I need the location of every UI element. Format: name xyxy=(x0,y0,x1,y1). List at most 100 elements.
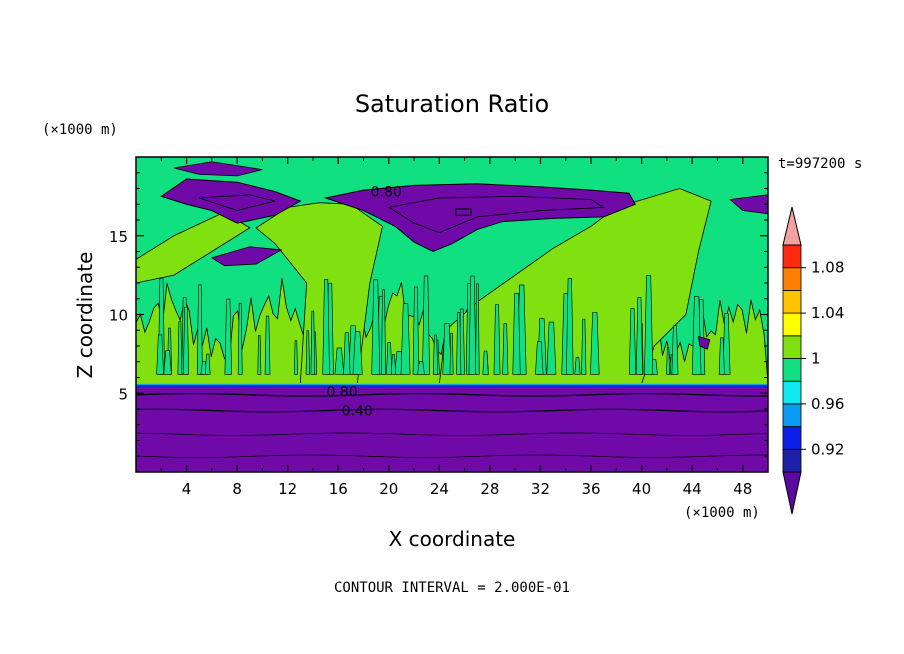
plume-filament xyxy=(574,356,581,375)
plume-filament xyxy=(343,332,351,375)
contour-line xyxy=(387,195,605,234)
plume-filament xyxy=(381,289,386,375)
x-tick-label: 12 xyxy=(278,480,297,498)
x-tick-label: 4 xyxy=(182,480,192,498)
plume-filament xyxy=(422,275,430,375)
field-low-subsat xyxy=(136,386,768,472)
contour-label: 0.80 xyxy=(371,185,402,201)
plume-filament xyxy=(293,340,298,375)
contour-label: 0.40 xyxy=(342,404,373,420)
plume-filament xyxy=(482,350,489,375)
y-tick-label: 15 xyxy=(109,228,128,246)
colorbar-segment xyxy=(782,312,802,337)
plume-filament xyxy=(390,353,396,375)
plume-filament xyxy=(691,296,702,375)
plume-filament xyxy=(163,350,172,375)
x-tick-label: 20 xyxy=(379,480,398,498)
plume-filament xyxy=(177,321,183,375)
plume-filament xyxy=(442,322,452,375)
plume-filament xyxy=(237,302,243,375)
colorbar-label: 1.04 xyxy=(811,304,844,322)
colorbar-segment xyxy=(782,267,802,291)
colorbar-label: 0.92 xyxy=(811,440,844,458)
x-tick-label: 44 xyxy=(683,480,702,498)
plume-filament xyxy=(400,303,411,375)
plume-filament xyxy=(512,293,521,375)
plume-filament xyxy=(305,330,310,375)
colorbar-segment xyxy=(782,335,802,359)
contour-line xyxy=(455,208,472,216)
plume-filament xyxy=(628,308,637,375)
y-tick-label: 5 xyxy=(118,385,128,403)
field-upper-dry xyxy=(160,178,302,224)
colorbar-segment xyxy=(782,448,802,473)
contour-line xyxy=(135,392,769,397)
y-unit-label: (×1000 m) xyxy=(42,122,118,138)
plume-filament xyxy=(666,346,670,375)
x-axis-title: X coordinate xyxy=(389,527,516,551)
x-tick-label: 36 xyxy=(581,480,600,498)
colorbar-segment xyxy=(782,289,802,314)
plume-filament xyxy=(635,297,643,375)
plume-filament xyxy=(264,315,271,375)
plot-area xyxy=(136,157,768,472)
colorbar-segment xyxy=(782,380,802,405)
colorbar: 0.92 0.96 1 1.04 1.08 xyxy=(782,206,844,515)
field-dry-patch xyxy=(210,246,283,267)
plume-filament xyxy=(432,334,439,375)
plume-filament xyxy=(334,347,345,375)
plume-filament xyxy=(204,353,211,375)
field-upper-dry-main xyxy=(323,183,637,253)
contour-line xyxy=(135,454,769,458)
contour-lines xyxy=(135,194,769,458)
contour-labels: 0.80 0.80 0.40 xyxy=(326,185,401,420)
colorbar-segment xyxy=(782,403,802,427)
chart-title: Saturation Ratio xyxy=(355,90,549,118)
plume-filament xyxy=(535,341,544,375)
y-axis-title: Z coordinate xyxy=(73,252,97,379)
plume-filament xyxy=(412,286,420,375)
plume-filament xyxy=(566,278,574,375)
colorbar-label: 1.08 xyxy=(811,259,844,277)
colorbar-label: 0.96 xyxy=(811,395,844,413)
plume-filament xyxy=(156,334,164,375)
contour-label: 0.80 xyxy=(326,385,357,401)
plume-filament xyxy=(644,275,654,375)
plume-filament xyxy=(386,342,393,375)
plume-filament xyxy=(224,298,232,375)
colorbar-segment xyxy=(782,358,802,382)
colorbar-over-arrow xyxy=(782,206,802,246)
plume-filament xyxy=(671,325,679,375)
plume-filament xyxy=(718,337,725,375)
plume-filament xyxy=(722,313,731,375)
plume-filament xyxy=(417,361,425,375)
plume-filament xyxy=(590,312,600,375)
plume-filament xyxy=(493,304,501,375)
field-dry-patch-small xyxy=(698,336,711,350)
plume-filament xyxy=(183,306,190,375)
contour-line xyxy=(135,432,769,436)
plume-filament xyxy=(371,279,381,375)
plume-filament xyxy=(352,331,363,375)
contour-line xyxy=(135,408,769,413)
plume-filament xyxy=(502,323,509,375)
plume-filament xyxy=(456,312,462,375)
contour-interval-note: CONTOUR INTERVAL = 2.000E-01 xyxy=(334,580,570,596)
time-label: t=997200 s xyxy=(778,156,862,172)
field-supersat-topleft xyxy=(136,211,251,284)
colorbar-label: 1 xyxy=(811,350,821,368)
plume-filament xyxy=(449,332,454,375)
contour-line xyxy=(199,194,276,211)
field-supersat-right xyxy=(438,188,712,385)
x-tick-label: 32 xyxy=(531,480,550,498)
x-tick-label: 8 xyxy=(232,480,242,498)
x-tick-label: 16 xyxy=(329,480,348,498)
plume-filament xyxy=(310,310,316,375)
x-tick-label: 24 xyxy=(430,480,449,498)
field-upper-dry-top xyxy=(173,161,263,177)
plume-filament xyxy=(475,283,480,375)
x-tick-label: 28 xyxy=(480,480,499,498)
field-upper-dry-right xyxy=(729,194,768,215)
